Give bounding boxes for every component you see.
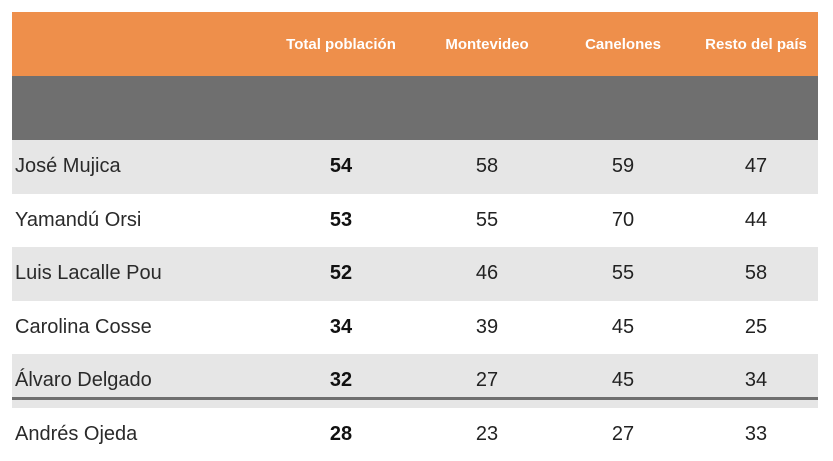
results-table-figure: Total población Montevideo Canelones Res… [0, 0, 833, 419]
row-name: Luis Lacalle Pou [12, 247, 260, 301]
column-header-resto: Resto del país [694, 12, 818, 76]
header-divider [12, 76, 818, 140]
cell-canelones: 70 [552, 194, 694, 248]
table-row: Andrés Ojeda 28 23 27 33 [12, 408, 818, 461]
row-name: Yamandú Orsi [12, 194, 260, 248]
column-header-montevideo: Montevideo [422, 12, 552, 76]
table-row: Yamandú Orsi 53 55 70 44 [12, 194, 818, 248]
cell-montevideo: 46 [422, 247, 552, 301]
cell-total: 28 [260, 408, 422, 461]
row-name: Andrés Ojeda [12, 408, 260, 461]
cell-resto: 33 [694, 408, 818, 461]
cell-montevideo: 23 [422, 408, 552, 461]
cell-total: 34 [260, 301, 422, 355]
survey-table: Total población Montevideo Canelones Res… [12, 12, 818, 461]
header-divider-line [12, 76, 818, 140]
table-row: Luis Lacalle Pou 52 46 55 58 [12, 247, 818, 301]
table-row: José Mujica 54 58 59 47 [12, 140, 818, 194]
row-name: Carolina Cosse [12, 301, 260, 355]
table-bottom-rule [12, 397, 818, 400]
column-header-name [12, 12, 260, 76]
column-header-total: Total población [260, 12, 422, 76]
cell-total: 54 [260, 140, 422, 194]
cell-total: 53 [260, 194, 422, 248]
cell-resto: 44 [694, 194, 818, 248]
cell-montevideo: 39 [422, 301, 552, 355]
table-row: Carolina Cosse 34 39 45 25 [12, 301, 818, 355]
table-body: José Mujica 54 58 59 47 Yamandú Orsi 53 … [12, 140, 818, 461]
column-header-canelones: Canelones [552, 12, 694, 76]
row-name: José Mujica [12, 140, 260, 194]
cell-montevideo: 58 [422, 140, 552, 194]
table-header: Total población Montevideo Canelones Res… [12, 12, 818, 140]
cell-canelones: 59 [552, 140, 694, 194]
cell-canelones: 45 [552, 301, 694, 355]
cell-canelones: 27 [552, 408, 694, 461]
cell-montevideo: 55 [422, 194, 552, 248]
cell-canelones: 55 [552, 247, 694, 301]
cell-resto: 25 [694, 301, 818, 355]
cell-total: 52 [260, 247, 422, 301]
header-row: Total población Montevideo Canelones Res… [12, 12, 818, 76]
cell-resto: 58 [694, 247, 818, 301]
cell-resto: 47 [694, 140, 818, 194]
